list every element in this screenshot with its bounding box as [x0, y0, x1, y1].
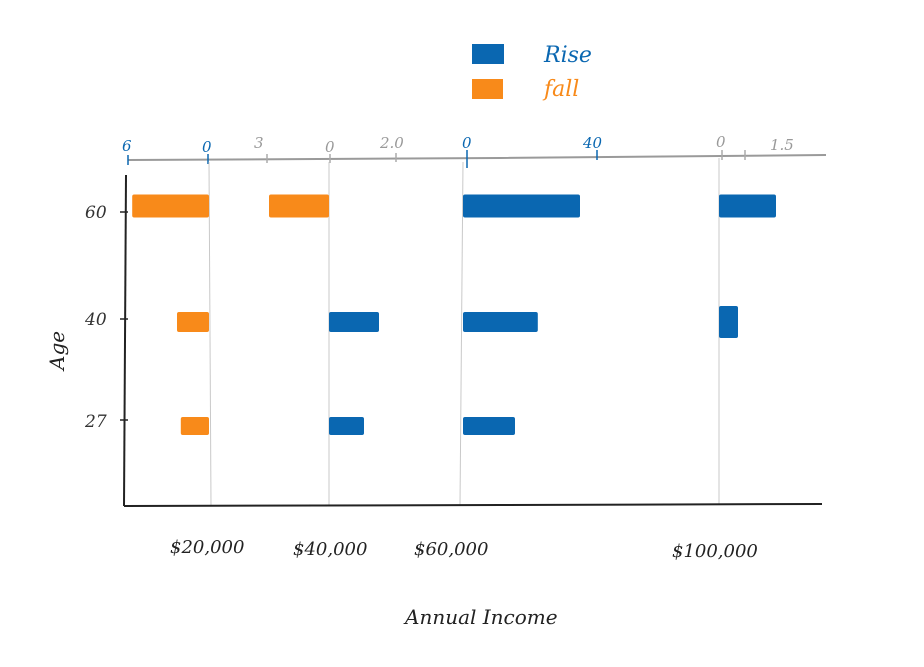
- bar-rise-age-60-panel-3: [463, 194, 580, 218]
- bar-rise-age-27-panel-2: [329, 417, 364, 435]
- top-axis-line: [127, 154, 827, 161]
- x-axis-label: Annual Income: [403, 605, 558, 629]
- bar-fall-age-40-panel-1: [177, 312, 209, 332]
- top-tick-label: 6: [122, 137, 132, 155]
- legend-label-rise: Rise: [543, 43, 592, 68]
- bar-fall-age-60-panel-1: [132, 194, 209, 218]
- bar-rise-age-60-panel-4: [719, 194, 776, 218]
- y-tick-label: 60: [85, 203, 107, 223]
- top-tick-label: 0: [716, 133, 726, 151]
- y-axis-ticks: [120, 211, 128, 421]
- bar-rise-age-40-panel-2: [329, 312, 379, 332]
- top-tick-label: 3: [254, 134, 264, 152]
- y-tick-label: 27: [84, 412, 107, 432]
- legend-swatch-fall: [472, 79, 503, 99]
- top-tick-label: 1.5: [770, 136, 794, 154]
- y-axis-label: Age: [45, 331, 69, 372]
- top-tick-label: 2.0: [379, 134, 404, 152]
- top-tick-label: 40: [582, 134, 603, 152]
- x-axis-line: [123, 503, 823, 507]
- top-tick-label: 0: [202, 138, 212, 156]
- bars: [132, 194, 776, 435]
- x-tick-label: $20,000: [170, 537, 244, 558]
- bar-rise-age-27-panel-3: [463, 417, 515, 435]
- legend-label-fall: fall: [542, 77, 579, 102]
- legend: Rise fall: [472, 43, 592, 102]
- x-tick-label: $40,000: [293, 539, 367, 560]
- bar-rise-age-40-panel-3: [463, 312, 538, 332]
- x-tick-label: $100,000: [672, 541, 758, 562]
- y-tick-label: 40: [84, 310, 107, 330]
- top-axis-tick-marks: [127, 150, 746, 168]
- bar-fall-age-27-panel-1: [180, 417, 209, 435]
- x-tick-label: $60,000: [414, 539, 488, 560]
- top-tick-label: 0: [462, 134, 472, 152]
- top-axis-ticks: 6 0 3 0 2.0 0 40 0 1.5: [122, 133, 794, 156]
- top-tick-label: 0: [325, 138, 335, 156]
- bar-rise-age-40-panel-4: [719, 306, 738, 338]
- legend-swatch-rise: [472, 44, 504, 64]
- y-axis-line: [123, 174, 127, 507]
- bar-fall-age-60-panel-2: [269, 194, 329, 218]
